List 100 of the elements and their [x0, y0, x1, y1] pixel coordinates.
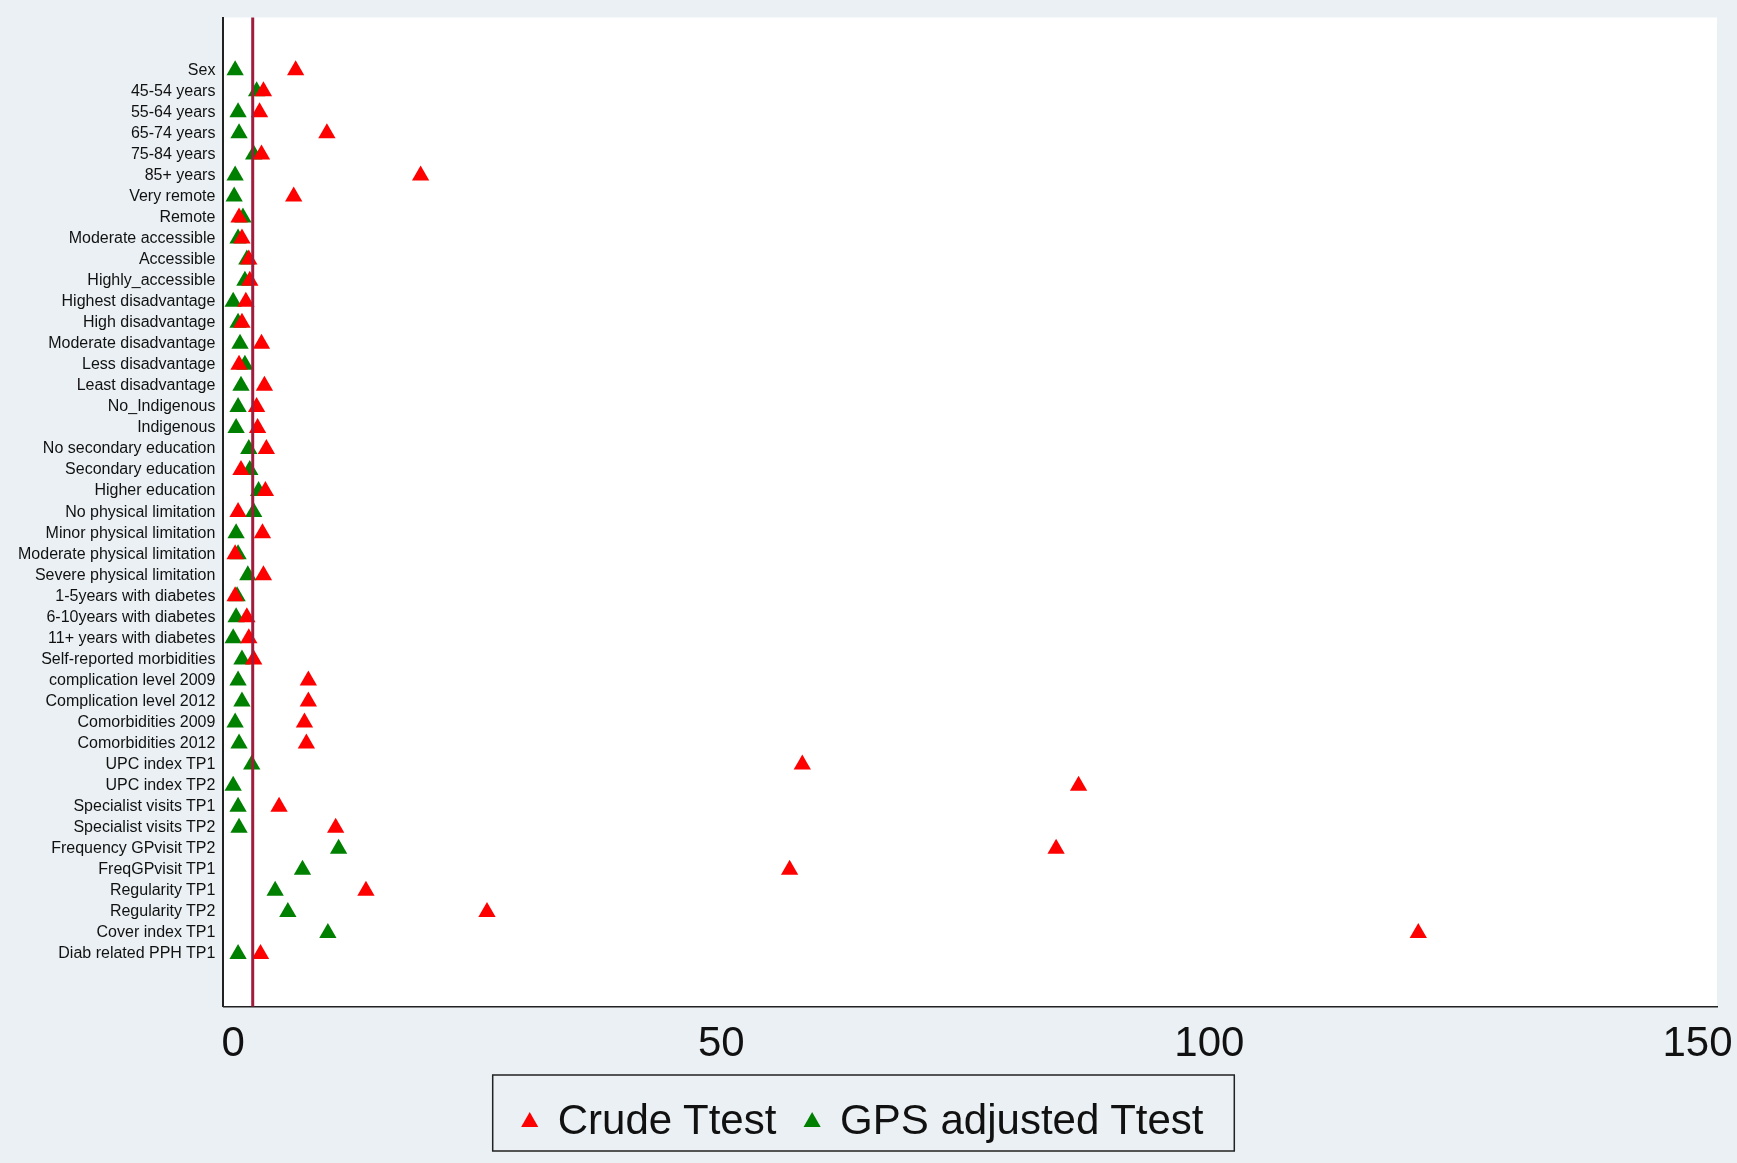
point	[299, 670, 318, 686]
point	[230, 817, 248, 833]
y-tick-label: Less disadvantage	[81, 355, 216, 373]
legend-label: Crude Ttest	[557, 1095, 777, 1143]
point	[229, 102, 247, 118]
y-tick-label: No physical limitation	[65, 502, 216, 520]
point	[225, 186, 243, 202]
point	[270, 796, 288, 812]
point	[299, 691, 318, 707]
y-tick-label: 55-64 years	[130, 102, 216, 120]
point	[230, 123, 248, 139]
point	[793, 754, 811, 770]
point	[256, 481, 275, 497]
point	[287, 60, 305, 76]
y-tick-label: Complication level 2012	[45, 691, 216, 709]
y-tick-label: UPC index TP1	[105, 755, 216, 773]
point	[224, 628, 242, 644]
x-tick-label: 0	[221, 1018, 245, 1066]
point	[295, 712, 314, 728]
y-tick-label: Accessible	[138, 250, 216, 267]
point	[252, 144, 271, 160]
point	[319, 922, 337, 938]
y-tick-label: Frequency GPvisit TP2	[51, 839, 216, 857]
point	[232, 460, 250, 476]
point	[230, 354, 248, 370]
y-tick-label: Very remote	[129, 186, 216, 204]
y-tick-label: Moderate accessible	[68, 228, 216, 246]
y-tick-label: 75-84 years	[130, 144, 216, 162]
point	[233, 691, 251, 707]
point	[254, 81, 273, 97]
x-tick-label: 100	[1174, 1018, 1245, 1066]
point	[478, 901, 496, 917]
y-tick-label: UPC index TP2	[105, 776, 216, 794]
y-tick-label: 6-10years with diabetes	[46, 607, 216, 625]
y-tick-label: Cover index TP1	[96, 923, 216, 941]
point	[254, 565, 273, 581]
y-tick-label: complication level 2009	[49, 670, 216, 688]
y-tick-label: Highly_accessible	[87, 271, 216, 290]
y-tick-label: 11+ years with diabetes	[48, 628, 216, 646]
point	[285, 186, 303, 202]
point	[329, 838, 348, 854]
point	[231, 333, 249, 349]
y-tick-label: High disadvantage	[82, 313, 216, 331]
y-tick-label: Specialist visits TP2	[73, 818, 216, 836]
y-tick-label: Highest disadvantage	[61, 292, 216, 310]
y-tick-label: Diab related PPH TP1	[58, 944, 216, 962]
point	[226, 60, 244, 76]
point	[232, 375, 250, 391]
y-tick-label: 85+ years	[144, 165, 216, 183]
y-tick-label: Sex	[187, 60, 216, 78]
point	[226, 165, 244, 181]
point	[229, 670, 247, 686]
y-tick-label: No_Indigenous	[107, 397, 216, 416]
point	[224, 775, 242, 791]
point	[327, 817, 345, 833]
point	[1409, 922, 1427, 938]
x-tick-label: 150	[1662, 1018, 1733, 1066]
y-tick-label: No secondary education	[42, 439, 216, 457]
y-tick-label: Higher education	[94, 481, 216, 499]
y-tick-label: Remote	[159, 207, 216, 225]
point	[293, 859, 312, 875]
point	[297, 733, 316, 749]
point	[780, 859, 799, 875]
point	[1047, 838, 1065, 854]
point	[227, 523, 245, 539]
point	[226, 712, 244, 728]
point	[257, 438, 276, 454]
y-tick-label: 45-54 years	[130, 81, 216, 99]
y-tick-label: Secondary education	[65, 460, 216, 478]
y-tick-label: Minor physical limitation	[45, 523, 216, 541]
point	[229, 502, 247, 518]
x-tick-label: 50	[697, 1018, 745, 1066]
point	[253, 523, 272, 539]
y-tick-label: Least disadvantage	[76, 376, 216, 394]
legend-label: GPS adjusted Ttest	[840, 1095, 1204, 1143]
y-tick-label: Severe physical limitation	[34, 565, 216, 583]
y-tick-label: Comorbidities 2012	[77, 733, 216, 751]
point	[229, 943, 247, 959]
point	[357, 880, 375, 896]
point	[227, 417, 245, 433]
point	[279, 901, 297, 917]
point	[230, 207, 248, 223]
point	[224, 291, 242, 307]
point	[252, 333, 271, 349]
y-tick-label: Moderate physical limitation	[18, 544, 216, 562]
point	[1069, 775, 1088, 791]
point	[411, 165, 430, 181]
y-tick-label: Indigenous	[137, 418, 216, 436]
point	[229, 396, 247, 412]
y-tick-label: 65-74 years	[130, 123, 216, 141]
point	[230, 733, 248, 749]
point	[266, 880, 284, 896]
y-tick-label: Regularity TP2	[109, 902, 216, 920]
y-tick-label: FreqGPvisit TP1	[98, 860, 216, 878]
y-tick-label: 1-5years with diabetes	[55, 586, 216, 604]
point	[233, 228, 251, 244]
y-tick-label: Comorbidities 2009	[77, 712, 216, 730]
y-tick-label: Regularity TP1	[109, 881, 216, 899]
y-tick-label: Specialist visits TP1	[73, 797, 216, 815]
y-tick-label: Moderate disadvantage	[48, 334, 216, 352]
